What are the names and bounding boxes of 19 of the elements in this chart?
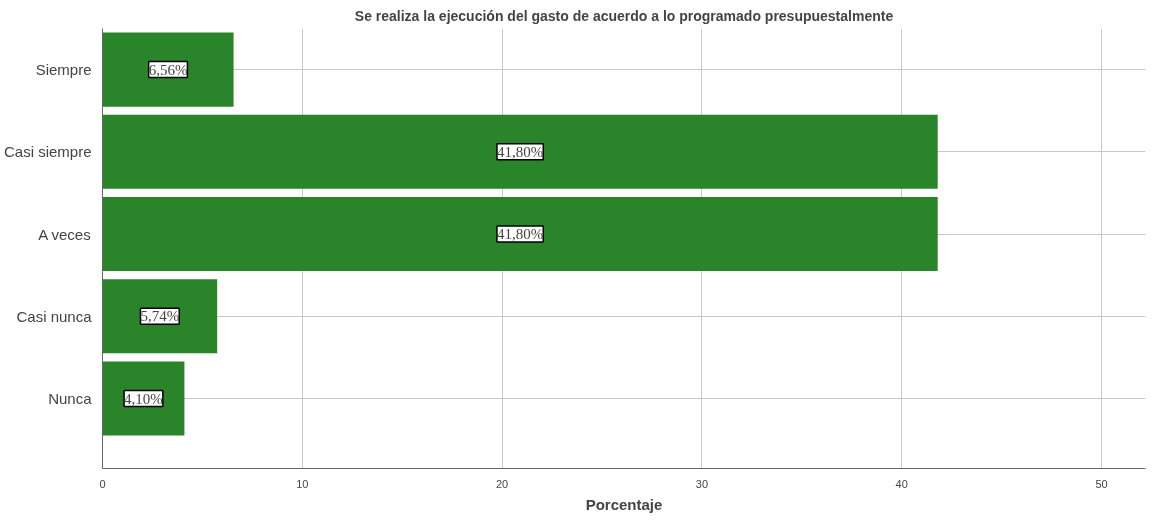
x-tick-label: 0 (99, 477, 106, 490)
x-tick-label: 10 (296, 477, 309, 490)
bar (102, 279, 218, 354)
data-label: 6,56% (148, 61, 188, 78)
y-tick-label: Casi nunca (16, 307, 93, 325)
x-tick-label: 20 (496, 477, 509, 490)
x-tick-label: 50 (1095, 477, 1108, 490)
bar (102, 32, 234, 107)
bar (102, 114, 938, 189)
y-tick-label: Casi siempre (3, 143, 92, 161)
bar (102, 197, 938, 272)
x-axis-title: Porcentaje (585, 495, 663, 513)
y-tick-label: A veces (38, 225, 91, 243)
y-tick-label: Nunca (48, 390, 93, 408)
y-tick-label: Siempre (35, 61, 92, 79)
x-tick-label: 40 (895, 477, 908, 490)
chart-title: Se realiza la ejecución del gasto de acuerdo a lo programado presupuestalmente (354, 7, 894, 24)
bar (102, 361, 185, 436)
x-tick-label: 30 (695, 477, 709, 490)
